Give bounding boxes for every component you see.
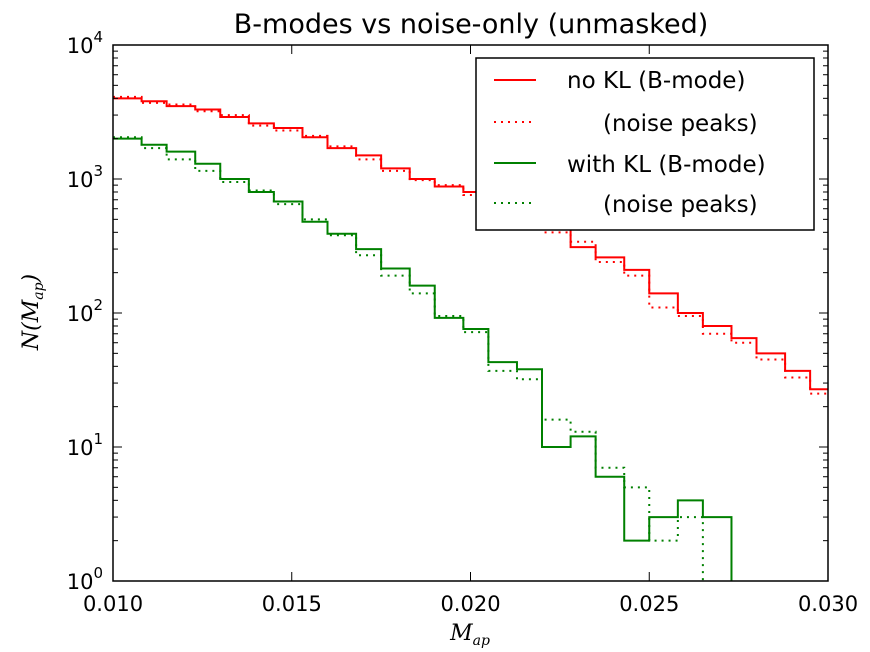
legend: no KL (B-mode) (noise peaks) with KL (B-… xyxy=(475,57,815,231)
chart-title: B-modes vs noise-only (unmasked) xyxy=(234,9,709,40)
series-1-dotted-line xyxy=(113,95,828,395)
y-tick-label-0: 100 xyxy=(67,564,103,594)
x-tick-label-3: 0.025 xyxy=(619,592,679,616)
y-tick-label-1: 101 xyxy=(67,430,103,460)
legend-label-3: (noise peaks) xyxy=(603,192,758,218)
y-ticks: 100 101 102 103 104 xyxy=(67,28,828,594)
y-tick-label-4: 104 xyxy=(67,28,103,58)
x-tick-label-2: 0.020 xyxy=(440,592,500,616)
legend-label-2: with KL (B-mode) xyxy=(567,152,766,178)
x-axis-label: Map xyxy=(449,621,490,649)
y-tick-label-3: 103 xyxy=(67,162,103,192)
x-tick-label-4: 0.030 xyxy=(798,592,858,616)
x-tick-label-0: 0.010 xyxy=(83,592,143,616)
legend-label-1: (noise peaks) xyxy=(603,111,758,137)
y-tick-label-2: 102 xyxy=(67,296,103,326)
plot-frame xyxy=(112,44,829,582)
x-tick-label-1: 0.015 xyxy=(262,592,322,616)
series-2-solid-line xyxy=(113,137,733,581)
legend-box xyxy=(475,57,815,231)
x-ticks: 0.010 0.015 0.020 0.025 0.030 xyxy=(83,45,858,616)
y-axis-label: N(Map) xyxy=(19,274,47,351)
legend-label-0: no KL (B-mode) xyxy=(567,68,745,94)
